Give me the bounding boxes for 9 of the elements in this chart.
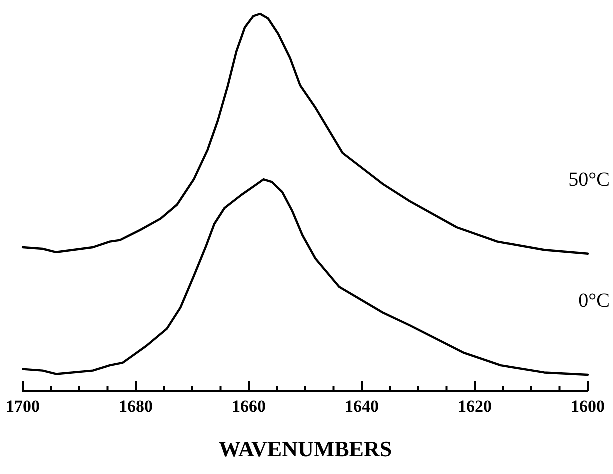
x-tick-label: 1600 bbox=[571, 396, 605, 416]
x-tick-label: 1660 bbox=[232, 396, 266, 416]
x-axis-title: WAVENUMBERS bbox=[218, 436, 392, 462]
text: 0°C bbox=[578, 290, 610, 312]
x-tick-label: 1680 bbox=[119, 396, 153, 416]
x-tick-label: 1640 bbox=[345, 396, 379, 416]
text: 50°C bbox=[568, 168, 610, 191]
x-tick-label: 1700 bbox=[6, 396, 40, 416]
x-tick-label: 1620 bbox=[458, 396, 492, 416]
